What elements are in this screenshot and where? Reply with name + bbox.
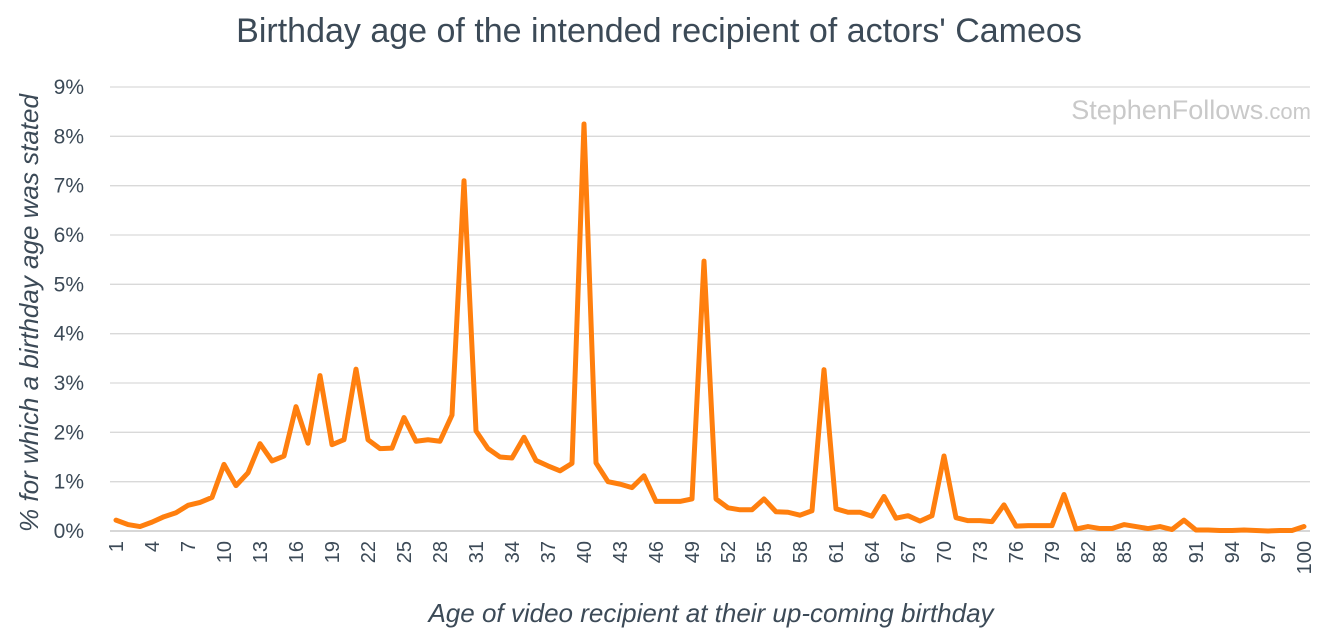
x-tick-label: 7 [178,541,200,552]
series-line [113,121,1307,534]
x-axis-ticks: 1 4 7 10 13 16 19 22 25 28 31 34 37 40 43 46 49 52 55 58 61 6… [106,541,1316,574]
gridlines [110,86,1310,532]
x-tick-label: 13 [250,541,272,563]
x-tick-label: 58 [790,541,812,563]
x-tick-label: 10 [214,541,236,563]
y-tick-label: 8% [54,125,84,148]
x-tick-label: 85 [1114,541,1136,563]
y-tick-label: 1% [54,471,84,494]
y-tick-label: 0% [54,520,84,543]
x-tick-label: 37 [538,541,560,563]
x-axis-label: Age of video recipient at their up-comin… [426,598,995,628]
x-tick-label: 28 [430,541,452,563]
x-tick-label: 61 [826,541,848,563]
y-axis-label: % for which a birthday age was stated [14,93,44,532]
y-tick-label: 3% [54,372,84,395]
x-tick-label: 19 [322,541,344,563]
x-tick-label: 31 [466,541,488,563]
x-tick-label: 97 [1258,541,1280,563]
x-tick-label: 73 [970,541,992,563]
x-tick-label: 43 [610,541,632,563]
x-tick-label: 88 [1150,541,1172,563]
x-tick-label: 94 [1222,541,1244,563]
x-tick-label: 55 [754,541,776,563]
x-tick-label: 46 [646,541,668,563]
chart-title: Birthday age of the intended recipient o… [236,12,1082,50]
x-tick-label: 64 [862,541,884,563]
x-tick-label: 100 [1294,541,1316,574]
x-tick-label: 70 [934,541,956,563]
y-tick-label: 7% [54,175,84,198]
y-tick-label: 9% [54,76,84,99]
series-layer [113,121,1307,534]
y-tick-label: 4% [54,323,84,346]
x-tick-label: 49 [682,541,704,563]
watermark-suffix: .com [1263,99,1311,124]
y-tick-label: 2% [54,421,84,444]
x-tick-label: 52 [718,541,740,563]
x-tick-label: 16 [286,541,308,563]
x-tick-label: 34 [502,541,524,563]
x-tick-label: 1 [106,541,128,552]
x-tick-label: 4 [142,541,164,552]
y-tick-label: 6% [54,224,84,247]
x-tick-label: 40 [574,541,596,563]
x-tick-label: 22 [358,541,380,563]
x-tick-label: 91 [1186,541,1208,563]
x-tick-label: 76 [1006,541,1028,563]
x-tick-label: 25 [394,541,416,563]
x-tick-label: 82 [1078,541,1100,563]
watermark-main: StephenFollows [1071,95,1263,125]
y-axis-ticks: 0% 1% 2% 3% 4% 5% 6% 7% 8% 9% [54,76,84,543]
x-tick-label: 67 [898,541,920,563]
x-tick-label: 79 [1042,541,1064,563]
watermark: StephenFollows.com [1071,95,1311,125]
y-tick-label: 5% [54,273,84,296]
